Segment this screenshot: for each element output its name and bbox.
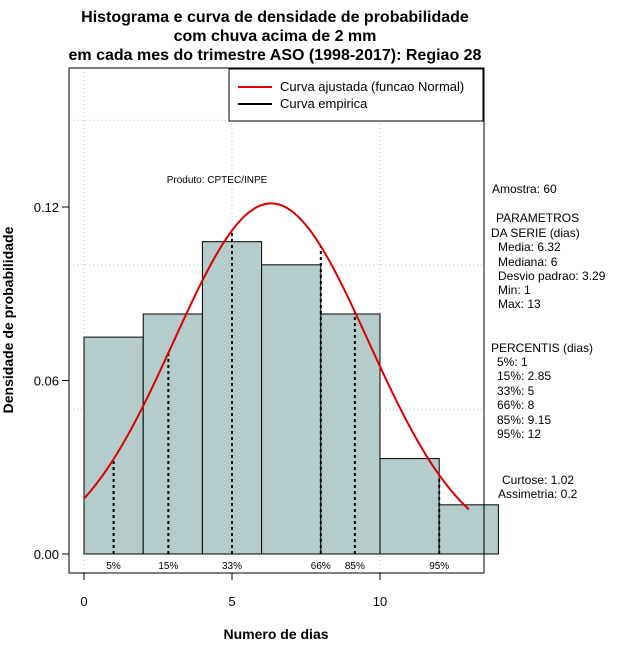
legend-box — [228, 68, 484, 122]
stat-media: Media: 6.32 — [498, 240, 561, 254]
stats-panel: Amostra: 60 PARAMETROS DA SERIE (dias) M… — [491, 182, 606, 501]
chart-title-line-1: Histograma e curva de densidade de proba… — [81, 9, 469, 26]
percentile-label-4: 85% — [345, 561, 365, 572]
x-axis-title: Numero de dias — [223, 626, 328, 642]
normal-curve — [83, 202, 470, 511]
percentile-label-3: 66% — [311, 561, 331, 572]
stat-p5: 5%: 1 — [497, 355, 528, 369]
stat-p85: 85%: 9.15 — [497, 413, 551, 427]
histogram-bar-1 — [142, 313, 203, 555]
stat-desvio: Desvio padrao: 3.29 — [498, 269, 606, 283]
y-axis: 0.00 0.06 0.12 — [34, 200, 70, 562]
stat-param-head-1: PARAMETROS — [496, 211, 579, 225]
y-axis-title: Densidade de probabilidade — [0, 226, 16, 413]
x-tick-label-1: 5 — [228, 594, 235, 609]
legend-label-empirical: Curva empirica — [280, 96, 368, 111]
percentile-label-5: 95% — [429, 561, 449, 572]
stat-amostra: Amostra: 60 — [492, 182, 557, 196]
stat-min: Min: 1 — [498, 283, 531, 297]
y-tick-label-2: 0.12 — [34, 200, 59, 215]
histogram-bar-3 — [261, 264, 322, 555]
product-label: Produto: CPTEC/INPE — [167, 175, 268, 186]
x-tick-label-0: 0 — [80, 594, 87, 609]
stat-max: Max: 13 — [498, 297, 541, 311]
stat-p95: 95%: 12 — [497, 427, 541, 441]
stat-curtose: Curtose: 1.02 — [502, 473, 574, 487]
chart-title-line-2: com chuva acima de 2 mm — [174, 28, 377, 45]
histogram-bar-4 — [320, 313, 381, 555]
x-tick-label-2: 10 — [373, 594, 387, 609]
histogram-bar-6 — [438, 504, 499, 555]
y-tick-label-0: 0.00 — [34, 547, 59, 562]
stat-p66: 66%: 8 — [497, 398, 535, 412]
x-axis: 0 5 10 — [80, 572, 387, 609]
stat-mediana: Mediana: 6 — [498, 255, 558, 269]
chart-title-line-3: em cada mes do trimestre ASO (1998-2017)… — [69, 47, 482, 64]
stat-p33: 33%: 5 — [497, 384, 535, 398]
stat-assimetria: Assimetria: 0.2 — [498, 487, 578, 501]
percentile-lines: 5% 15% 33% 66% 85% 95% — [106, 230, 449, 572]
histogram-bar-5 — [379, 458, 440, 555]
stat-perc-head: PERCENTIS (dias) — [491, 341, 593, 355]
y-tick-label-1: 0.06 — [34, 374, 59, 389]
percentile-label-2: 33% — [222, 561, 242, 572]
percentile-label-1: 15% — [158, 561, 178, 572]
legend: Curva ajustada (funcao Normal) Curva emp… — [228, 68, 484, 122]
legend-label-fitted: Curva ajustada (funcao Normal) — [280, 79, 464, 94]
percentile-label-0: 5% — [106, 561, 121, 572]
stat-param-head-2: DA SERIE (dias) — [491, 226, 580, 240]
stat-p15: 15%: 2.85 — [497, 369, 551, 383]
